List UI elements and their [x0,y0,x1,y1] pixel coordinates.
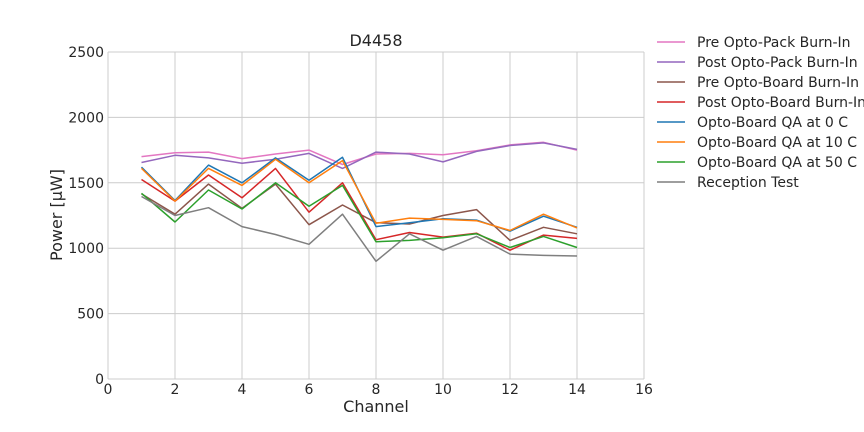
series-line-7 [141,182,578,249]
legend-entry-label: Opto-Board QA at 50 C [697,155,857,171]
x-tick-label: 8 [372,382,381,398]
series-line-8 [141,195,578,263]
tick-labels: 0 2 4 6 8 10 12 14 16 0 500 1000 1500 2000 2500 [68,45,653,398]
x-axis-label: Channel [343,397,409,416]
y-tick-label: 1000 [68,241,104,257]
legend-entry-label: Pre Opto-Pack Burn-In [697,35,851,51]
x-tick-label: 6 [305,382,314,398]
legend-entry-label: Pre Opto-Board Burn-In [697,75,859,91]
series-line-5 [140,156,578,232]
y-tick-label: 1500 [68,176,104,192]
legend-entry-label: Reception Test [697,175,799,191]
series-lines [140,141,578,263]
y-axis-label: Power [μW] [47,169,66,261]
y-tick-label: 0 [95,372,104,388]
series-line-2 [141,142,578,170]
y-tick-label: 500 [77,307,104,323]
legend-entry-label: Post Opto-Pack Burn-In [697,55,858,71]
x-tick-label: 16 [635,382,653,398]
x-tick-label: 10 [434,382,452,398]
x-tick-label: 14 [568,382,586,398]
x-tick-label: 0 [104,382,113,398]
grid [107,51,645,380]
y-tick-label: 2000 [68,110,104,126]
legend-entry-label: Opto-Board QA at 0 C [697,115,848,131]
series-line-4 [141,167,578,251]
legend-entry-label: Opto-Board QA at 10 C [697,135,857,151]
y-tick-label: 2500 [68,45,104,61]
x-tick-label: 12 [501,382,519,398]
x-tick-label: 2 [171,382,180,398]
legend: Pre Opto-Pack Burn-In Post Opto-Pack Burn… [657,35,864,191]
legend-entry-label: Post Opto-Board Burn-In [697,95,864,111]
chart-title: D4458 [349,31,402,50]
series-line-6 [140,158,578,232]
x-tick-label: 4 [238,382,247,398]
